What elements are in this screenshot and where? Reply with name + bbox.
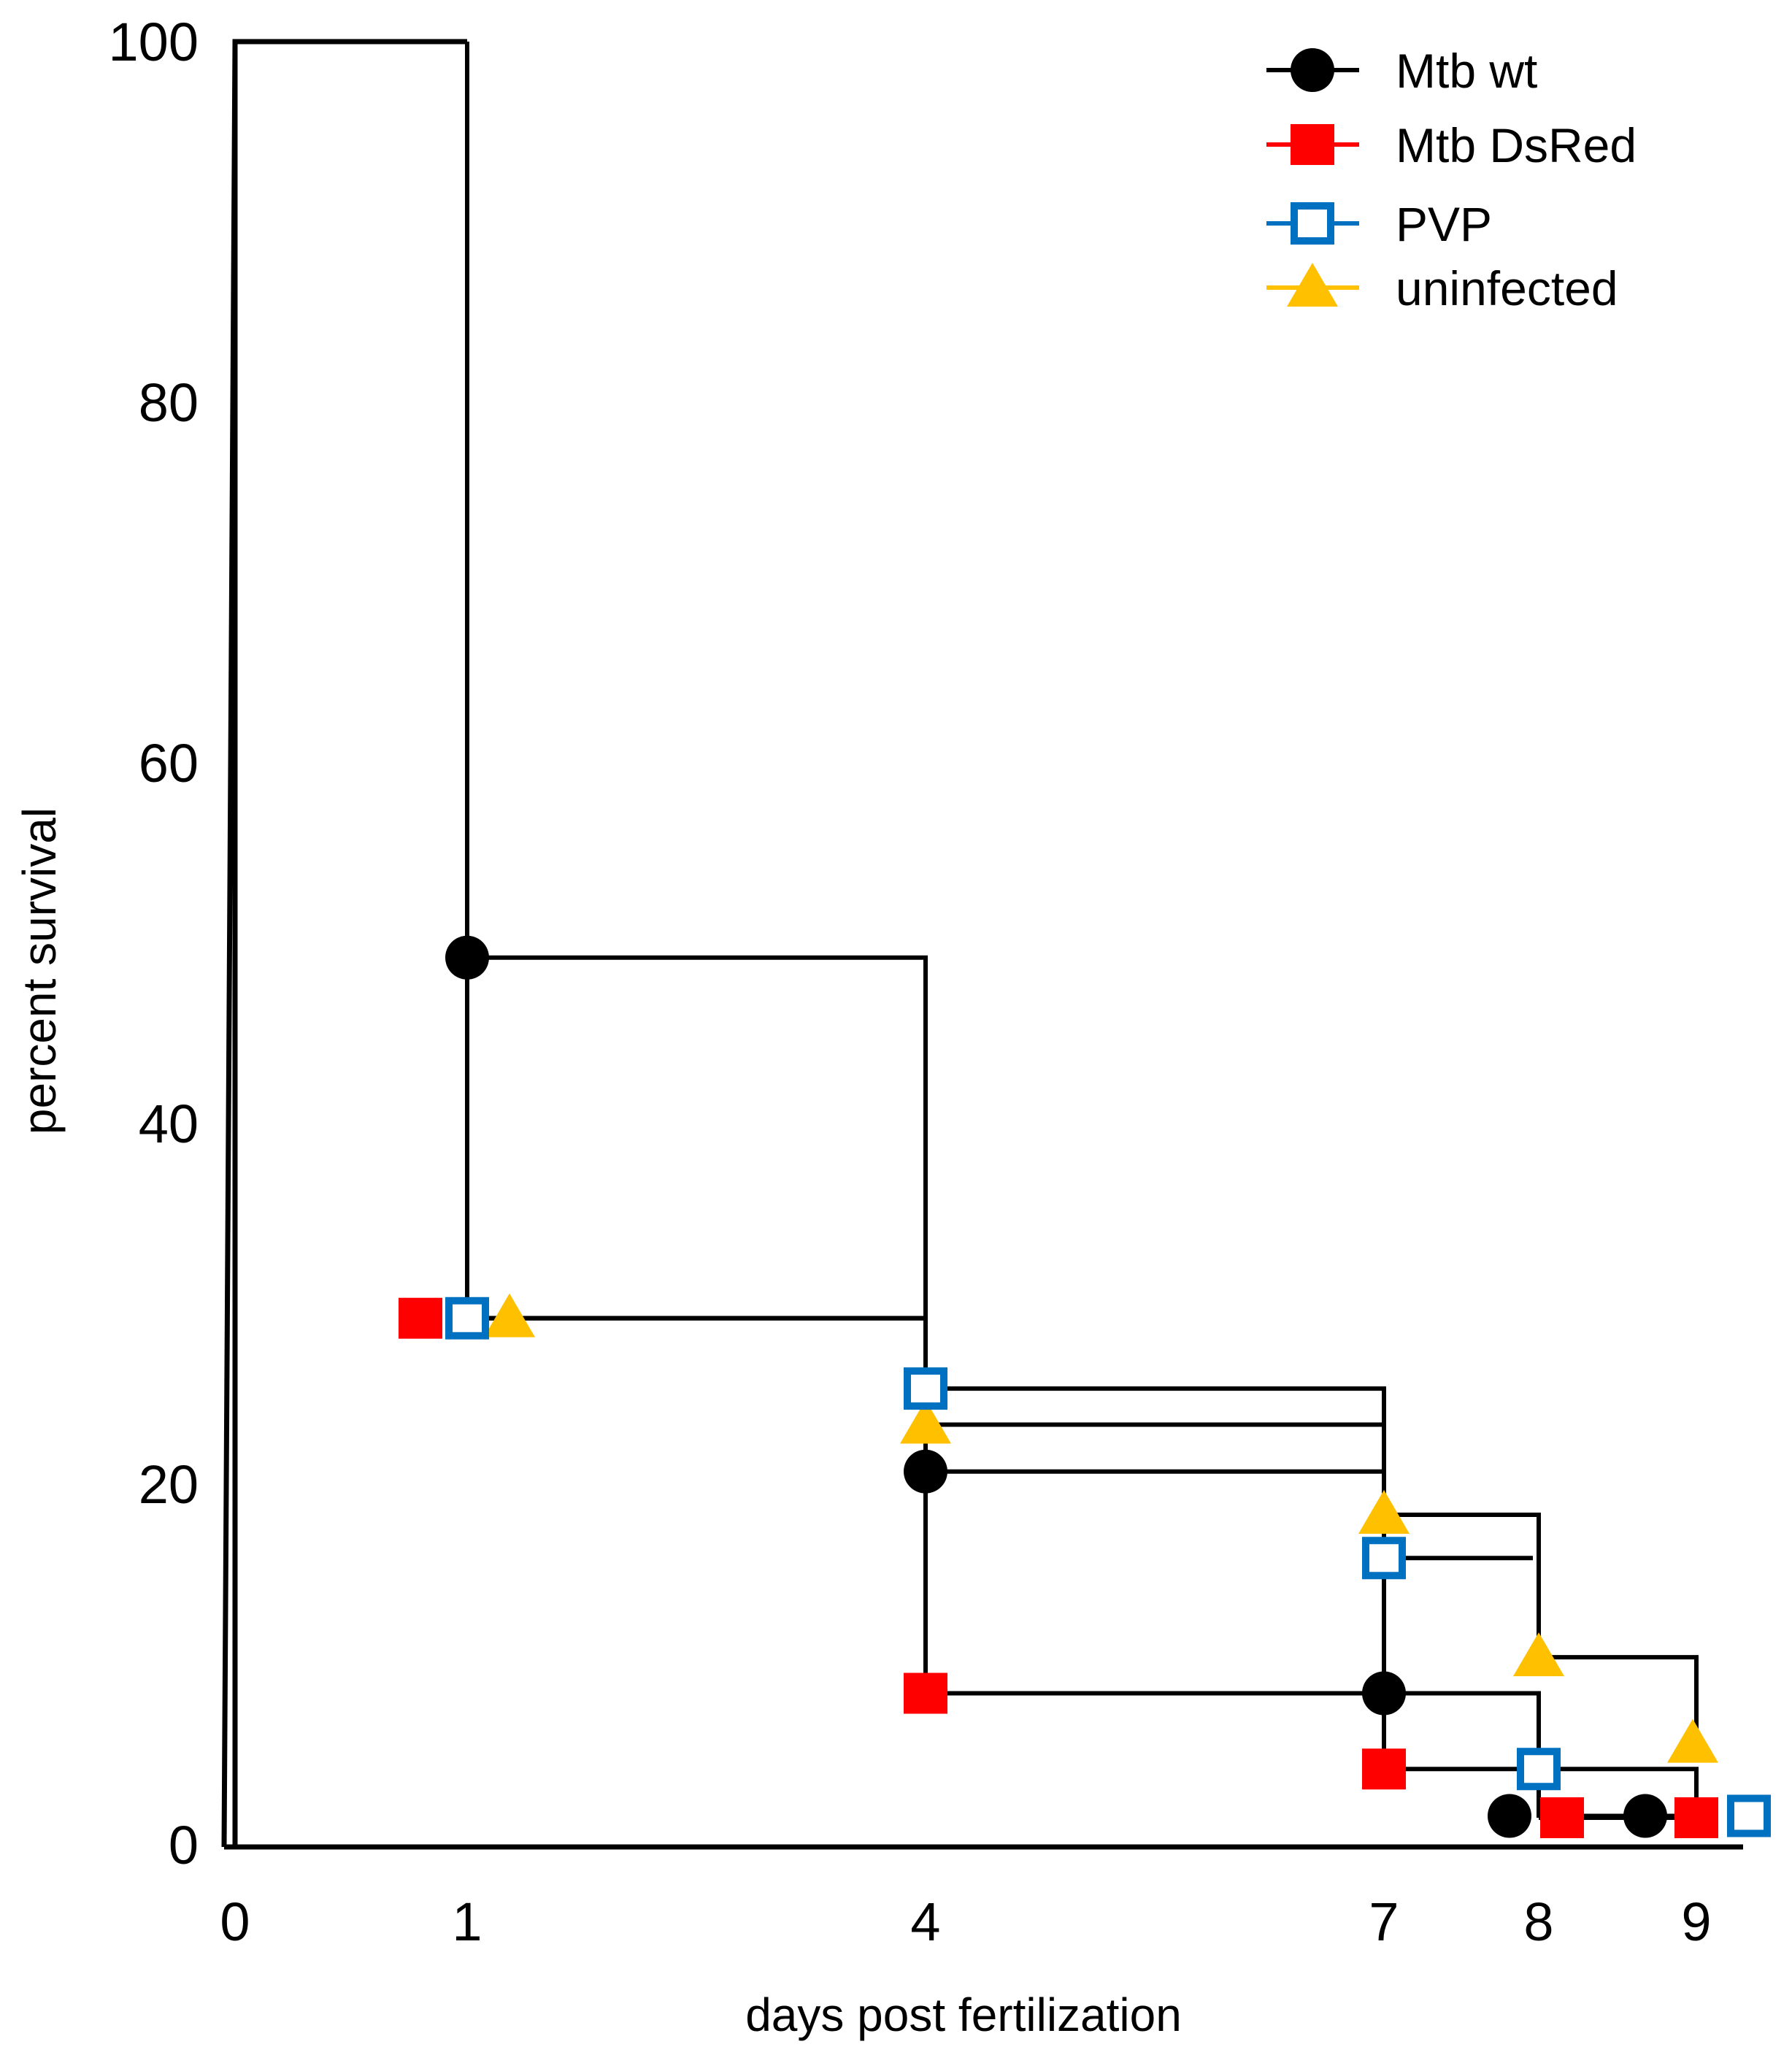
curve-initial-step	[232, 39, 467, 1845]
x-tick-label: 7	[1369, 1891, 1399, 1952]
legend-item-mtb-dsred: Mtb DsRed	[1266, 118, 1637, 172]
legend-label: uninfected	[1396, 261, 1618, 315]
y-tick-label: 0	[169, 1815, 199, 1875]
legend: Mtb wt Mtb DsRed PVP uninfected	[1266, 44, 1637, 315]
x-tick-label: 8	[1523, 1891, 1553, 1952]
marker-mtb-dsred-day-7	[1362, 1748, 1406, 1790]
legend-item-mtb-wt: Mtb wt	[1266, 44, 1537, 98]
y-tick-label: 60	[139, 733, 199, 794]
marker-pvp-day-9	[1727, 1794, 1771, 1837]
x-tick-label: 1	[452, 1891, 482, 1952]
marker-uninfected-day-4	[900, 1399, 951, 1444]
x-tick-label: 4	[910, 1891, 940, 1952]
legend-label: Mtb DsRed	[1396, 118, 1637, 172]
marker-mtb-wt-day-9	[1623, 1794, 1667, 1838]
marker-uninfected-day-1	[484, 1293, 535, 1337]
y-axis-line	[221, 42, 238, 1848]
marker-pvp-day-4	[904, 1367, 947, 1410]
legend-marker-mtb-dsred	[1291, 124, 1334, 165]
legend-marker-uninfected	[1287, 263, 1338, 307]
legend-item-pvp: PVP	[1266, 197, 1492, 251]
y-axis-title: percent survival	[13, 807, 66, 1134]
x-axis-title: days post fertilization	[745, 1989, 1182, 2041]
marker-mtb-dsred-day-8	[1540, 1797, 1584, 1838]
legend-item-uninfected: uninfected	[1266, 261, 1618, 315]
marker-mtb-dsred-day-9	[1674, 1797, 1718, 1838]
x-tick-label: 0	[220, 1891, 250, 1952]
marker-uninfected-day-7	[1358, 1489, 1410, 1534]
y-tick-label: 40	[139, 1094, 199, 1154]
y-tick-label: 20	[139, 1454, 199, 1515]
tick-labels: 0 1 4 7 8 9 0 20 40 60 80 100	[109, 12, 1712, 1952]
axes	[221, 42, 1743, 1850]
y-tick-label: 100	[109, 12, 199, 72]
marker-mtb-wt-day-8	[1488, 1794, 1531, 1838]
marker-mtb-wt-day-1	[445, 935, 489, 980]
marker-uninfected-day-9	[1667, 1718, 1718, 1763]
x-tick-label: 9	[1681, 1891, 1711, 1952]
marker-mtb-wt-day-4	[904, 1449, 947, 1494]
legend-label: Mtb wt	[1396, 44, 1537, 98]
legend-marker-mtb-wt	[1291, 48, 1334, 92]
marker-mtb-wt-day-7	[1362, 1671, 1406, 1716]
marker-pvp-day-8	[1517, 1748, 1561, 1791]
marker-pvp-day-1	[445, 1297, 489, 1340]
y-tick-label: 80	[139, 372, 199, 433]
marker-mtb-dsred-day-4	[904, 1672, 947, 1714]
marker-uninfected-day-8	[1513, 1632, 1564, 1677]
legend-label: PVP	[1396, 197, 1492, 251]
curve-uninfected	[465, 42, 1699, 1744]
marker-pvp-day-7	[1362, 1537, 1406, 1580]
data-markers	[399, 935, 1771, 1838]
marker-mtb-dsred-day-1	[399, 1297, 442, 1339]
legend-marker-pvp	[1291, 202, 1334, 245]
